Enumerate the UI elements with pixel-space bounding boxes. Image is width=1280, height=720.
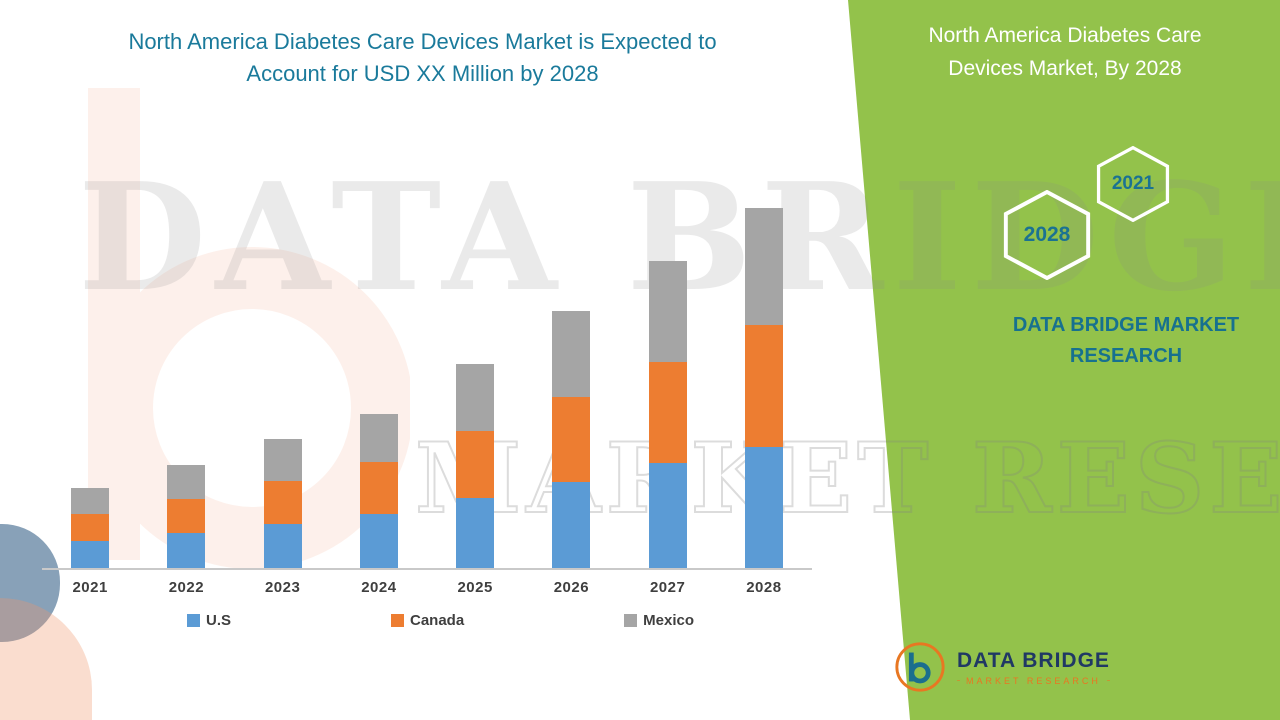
data-bridge-logo-icon [895, 642, 945, 692]
x-axis-label-2026: 2026 [553, 579, 590, 596]
bar-segment-mexico-2024 [359, 413, 398, 462]
x-axis-label-2025: 2025 [457, 579, 493, 596]
legend-swatch-mexico [624, 614, 638, 627]
bar-segment-us-2026 [552, 482, 591, 568]
bar-segment-us-2023 [263, 524, 302, 568]
chart-plot [42, 170, 812, 570]
bar-segment-us-2024 [359, 514, 398, 568]
divider-line [1106, 680, 1110, 681]
legend-swatch-us [187, 614, 200, 627]
bar-segment-canada-2026 [552, 396, 591, 483]
bar-segment-us-2027 [648, 462, 687, 568]
chart-xlabels: 2021 2022 2023 2024 2025 2026 2027 2028 [42, 579, 812, 596]
brand-logo-watermark [80, 78, 413, 603]
bar-segment-mexico-2022 [167, 464, 206, 500]
hexagon-outline-icon [1096, 146, 1170, 222]
bar-segment-us-2028 [744, 446, 783, 568]
bar-segment-canada-2025 [456, 430, 495, 499]
hexagon-outline-icon [1003, 190, 1091, 280]
x-axis-label-2021: 2021 [72, 579, 108, 596]
hexagon-label: 2028 [1023, 223, 1071, 246]
chart-legend: U.S Canada Mexico [42, 612, 812, 629]
hexagon-label: 2021 [1111, 173, 1155, 194]
brand-text: DATA BRIDGE MARKET RESEARCH [1012, 314, 1240, 367]
bar-segment-mexico-2027 [648, 260, 687, 363]
bar-segment-canada-2028 [744, 325, 783, 447]
footer-logo-subtitle: MARKET RESEARCH [966, 675, 1101, 686]
legend-swatch-canada [390, 614, 404, 627]
bar-column-2026 [523, 170, 619, 568]
bar-segment-mexico-2023 [263, 438, 302, 482]
bar-column-2028 [716, 170, 812, 568]
bar-segment-mexico-2026 [552, 311, 591, 397]
bar-segment-canada-2027 [648, 362, 687, 463]
bar-segment-us-2022 [167, 533, 206, 568]
x-axis-label-2027: 2027 [649, 579, 686, 596]
bar-segment-us-2025 [456, 498, 495, 568]
x-axis-label-2023: 2023 [264, 579, 301, 596]
legend-label-canada: Canada [409, 612, 465, 629]
footer-logo-subtitle-row: MARKET RESEARCH [957, 676, 1110, 686]
bar-segment-canada-2024 [359, 461, 398, 515]
legend-label-us: U.S [206, 612, 232, 629]
bar-segment-us-2021 [71, 541, 110, 568]
bar-column-2027 [620, 170, 716, 568]
bar-column-2024 [331, 170, 427, 568]
bar-segment-canada-2023 [263, 481, 302, 525]
bar-segment-mexico-2025 [456, 364, 495, 431]
side-panel-title: North America Diabetes Care Devices Mark… [928, 24, 1202, 80]
bar-segment-canada-2021 [71, 514, 110, 542]
x-axis-label-2022: 2022 [168, 579, 205, 596]
legend-item-canada: Canada [390, 612, 465, 629]
bar-segment-canada-2022 [167, 499, 206, 534]
footer-logo-name: DATA BRIDGE [957, 648, 1110, 672]
bar-column-2025 [427, 170, 523, 568]
x-axis-label-2024: 2024 [361, 579, 397, 596]
x-axis-label-2028: 2028 [746, 579, 782, 596]
hexagon-badge-2021: 2021 [1092, 146, 1174, 222]
footer-logo: DATA BRIDGE MARKET RESEARCH [893, 640, 1110, 694]
footer-logo-text: DATA BRIDGE MARKET RESEARCH [957, 649, 1110, 686]
bar-segment-mexico-2028 [744, 207, 783, 326]
bar-column-2022 [138, 170, 234, 568]
legend-item-us: U.S [187, 612, 231, 629]
bar-column-2023 [235, 170, 331, 568]
legend-item-mexico: Mexico [624, 612, 694, 629]
bar-segment-mexico-2021 [71, 488, 110, 515]
legend-label-mexico: Mexico [643, 612, 694, 629]
page-title: North America Diabetes Care Devices Mark… [128, 29, 717, 86]
bar-column-2021 [42, 170, 138, 568]
side-panel-background [848, 0, 1280, 720]
stacked-bar-chart: 2021 2022 2023 2024 2025 2026 2027 2028 U.S Can… [42, 170, 812, 629]
divider-line [957, 680, 961, 681]
hexagon-badge-2028: 2028 [998, 190, 1096, 280]
